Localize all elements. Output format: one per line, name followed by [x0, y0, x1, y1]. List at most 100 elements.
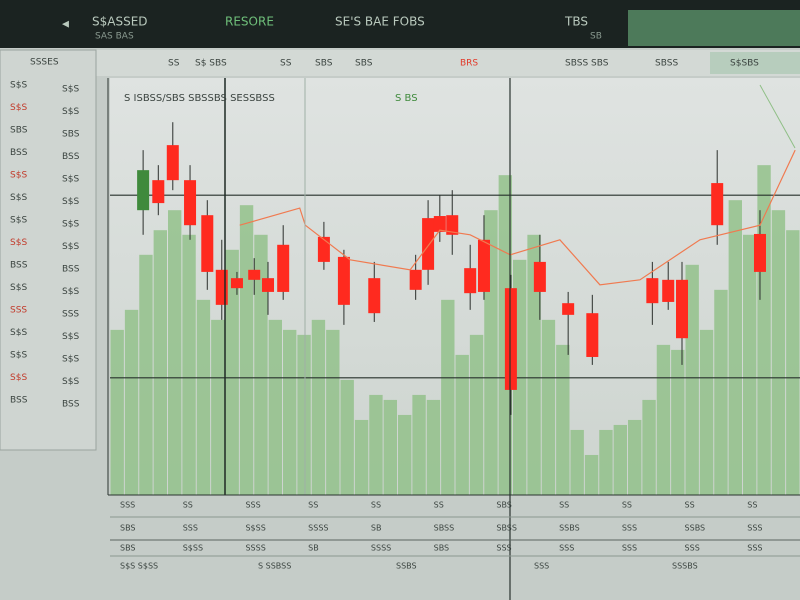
candle-body	[464, 268, 477, 294]
footer-label: SSS	[685, 544, 700, 553]
candle-body	[137, 170, 150, 211]
volume-bar	[196, 299, 211, 495]
toolbar-item[interactable]: S$ SBS	[195, 59, 227, 69]
footer-label: SS	[747, 501, 757, 510]
footer-label: SBSS	[496, 524, 517, 533]
volume-bar	[628, 419, 642, 495]
volume-bar	[584, 454, 599, 495]
footer-label: SS	[622, 501, 632, 510]
tab-label[interactable]: S$ASSED	[92, 15, 148, 29]
volume-bar	[642, 399, 656, 495]
volume-bar	[254, 234, 268, 496]
volume-bar	[369, 394, 383, 495]
footer-label: SSSS	[308, 524, 328, 533]
watchlist-left: BSS	[10, 148, 28, 158]
watchlist-right: S$S	[62, 332, 79, 342]
toolbar-item[interactable]: SS	[280, 59, 292, 69]
candle-body	[277, 244, 290, 292]
tab-label[interactable]: RESORE	[225, 15, 274, 29]
volume-bar	[441, 299, 455, 495]
toolbar-item[interactable]: SBS	[315, 59, 333, 69]
candle-body	[446, 215, 459, 235]
footer-label: SBS	[496, 501, 512, 510]
footer-label: SSSS	[245, 544, 265, 553]
footer-label: SS	[559, 501, 569, 510]
toolbar-item[interactable]: S$SBS	[730, 59, 759, 69]
volume-bar	[541, 319, 556, 495]
candle-body	[533, 261, 546, 292]
footer-label: SSS	[534, 562, 549, 571]
watchlist-left: S$S	[10, 238, 27, 248]
watchlist-left: BSS	[10, 396, 28, 406]
watchlist-title: SSSES	[30, 58, 59, 68]
toolbar-item[interactable]: SBSS SBS	[565, 59, 609, 69]
candle-body	[562, 303, 575, 315]
candle-body	[711, 183, 724, 226]
candle-body	[646, 278, 659, 304]
footer-label: SS	[183, 501, 193, 510]
toolbar-item[interactable]: SS	[168, 59, 180, 69]
volume-bar	[211, 319, 225, 495]
watchlist-left: SSS	[10, 306, 27, 316]
volume-bar	[728, 200, 742, 495]
footer-label: SSBS	[559, 524, 580, 533]
footer-label: SSBS	[685, 524, 706, 533]
tab-label[interactable]: TBS	[564, 15, 588, 29]
toolbar-item[interactable]: SBS	[355, 59, 373, 69]
volume-bar	[613, 424, 627, 495]
footer-label: SB	[371, 524, 382, 533]
tab-label[interactable]: SE'S BAE FOBS	[335, 15, 425, 29]
footer-label: SSS	[245, 501, 260, 510]
candle-body	[262, 278, 275, 292]
footer-label: SS	[308, 501, 318, 510]
drawing-line	[759, 84, 796, 149]
footer-label: SB	[308, 544, 319, 553]
watchlist-right: S$S	[62, 107, 79, 117]
volume-bar	[139, 254, 153, 495]
footer-label: SBSS	[434, 524, 455, 533]
volume-bar	[412, 394, 426, 495]
watchlist-right: S$S	[62, 355, 79, 365]
footer-label: SSS	[183, 524, 198, 533]
footer-label: SSS	[622, 544, 637, 553]
candle-body	[184, 180, 197, 226]
watchlist-left: S$S	[10, 171, 27, 181]
volume-bar	[398, 414, 412, 495]
watchlist-right: BSS	[62, 400, 80, 410]
volume-bar	[527, 234, 541, 496]
volume-bar	[168, 210, 182, 495]
candle-body	[422, 218, 435, 270]
volume-bar	[283, 329, 297, 495]
volume-bar	[340, 379, 354, 495]
watchlist-left: S$S	[10, 193, 27, 203]
toolbar-accent	[710, 52, 800, 74]
subtab-label: SAS BAS	[95, 32, 134, 42]
candle-body	[586, 313, 599, 357]
watchlist-left: SBS	[10, 126, 28, 136]
watchlist-panel	[0, 49, 97, 451]
chart-title: S ISBSS/SBS SBSSBS SESSBSS	[124, 93, 275, 104]
volume-bar	[326, 329, 340, 495]
footer-label: SSBS	[396, 562, 417, 571]
footer-label: SSSS	[371, 544, 391, 553]
watchlist-right: S$S	[62, 85, 79, 95]
volume-bar	[599, 429, 613, 495]
volume-bar	[354, 419, 369, 495]
watchlist-left: BSS	[10, 261, 28, 271]
volume-bar	[786, 230, 800, 495]
watchlist-left: S$S	[10, 283, 27, 293]
volume-bar	[225, 249, 239, 495]
volume-bar	[455, 354, 469, 495]
watchlist-left: S$S	[10, 373, 27, 383]
volume-bar	[311, 319, 326, 495]
footer-label: SSS	[559, 544, 574, 553]
toolbar-item[interactable]: SBSS	[655, 59, 678, 69]
volume-bar	[383, 399, 397, 495]
volume-bar	[656, 344, 671, 495]
toolbar-item[interactable]: BRS	[460, 59, 478, 69]
volume-bar	[297, 334, 311, 495]
watchlist-right: S$S	[62, 377, 79, 387]
candle-body	[230, 278, 243, 289]
candle-body	[152, 180, 165, 204]
